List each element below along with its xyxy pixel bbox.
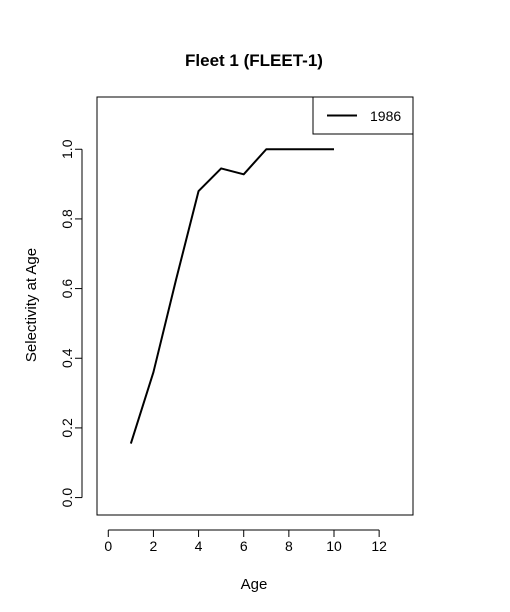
y-tick-label: 0.6 — [59, 279, 75, 299]
y-tick-label: 0.4 — [59, 348, 75, 368]
x-tick-label: 6 — [240, 538, 248, 554]
y-tick-label: 0.8 — [59, 209, 75, 229]
plot-frame — [96, 96, 414, 516]
y-tick-label: 1.0 — [59, 139, 75, 159]
legend: 1986 — [312, 96, 414, 135]
x-tick-label: 12 — [371, 538, 387, 554]
x-tick-label: 8 — [285, 538, 293, 554]
series-layer — [129, 148, 334, 444]
y-tick-label: 0.0 — [59, 488, 75, 508]
x-axis: 0 2 4 6 8 10 12 — [104, 529, 387, 554]
y-tick-label: 0.2 — [59, 418, 75, 438]
y-axis: 0.0 0.2 0.4 0.6 0.8 1.0 — [59, 139, 83, 508]
series-line — [129, 148, 334, 444]
x-tick-label: 10 — [326, 538, 342, 554]
y-axis-label: Selectivity at Age — [23, 248, 40, 362]
x-tick-label: 4 — [195, 538, 203, 554]
chart-title: Fleet 1 (FLEET-1) — [185, 51, 323, 70]
legend-entry-label: 1986 — [370, 108, 401, 124]
x-tick-label: 2 — [150, 538, 158, 554]
x-tick-label: 0 — [104, 538, 112, 554]
x-axis-label: Age — [241, 576, 268, 593]
